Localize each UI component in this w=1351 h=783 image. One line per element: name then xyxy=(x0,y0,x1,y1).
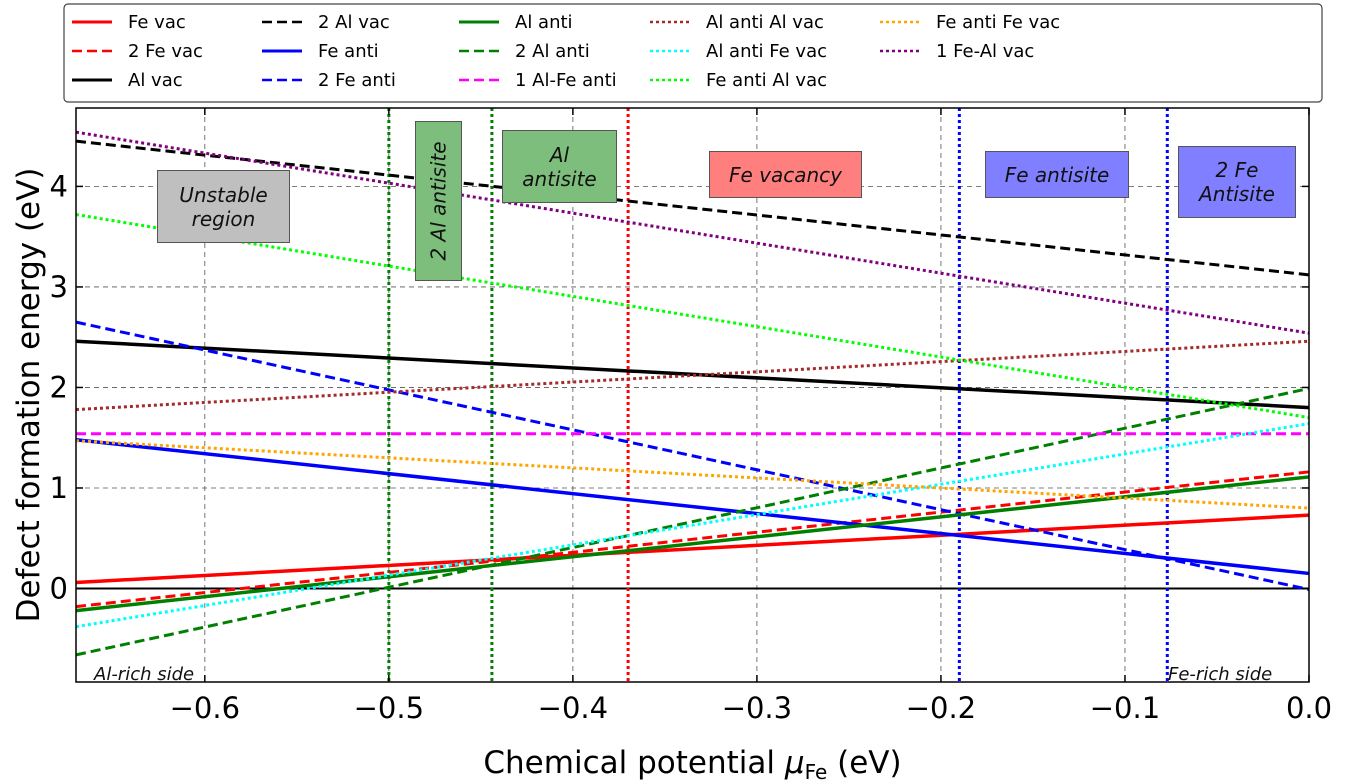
series-line-4 xyxy=(75,437,1310,576)
fe-rich-side-label: Fe-rich side xyxy=(1168,664,1273,685)
series-line-0 xyxy=(75,513,1310,585)
legend-label-12: Fe anti Fe vac xyxy=(936,12,1060,33)
series-line-7 xyxy=(75,386,1310,657)
legend-label-13: 1 Fe-Al vac xyxy=(936,41,1034,62)
series-line-10 xyxy=(75,422,1310,629)
series-line-2 xyxy=(75,339,1310,410)
legend-box xyxy=(63,3,1323,103)
x-axis-label-subscript: Fe xyxy=(805,760,828,783)
x-tick-label-5: −0.1 xyxy=(1090,691,1160,725)
series-line-12 xyxy=(75,439,1310,510)
legend-label-1: 2 Fe vac xyxy=(128,41,203,62)
legend-label-9: Al anti Al vac xyxy=(706,12,824,33)
y-axis-label: Defect formation energy (eV) xyxy=(11,168,47,623)
2-fe-antisite-annotation: 2 Fe Antisite xyxy=(1178,146,1296,218)
2-al-antisite-text: 2 Al antisite xyxy=(426,141,451,261)
plot-frame xyxy=(75,107,1310,683)
y-tick-label-4: 4 xyxy=(50,169,68,203)
series-line-11 xyxy=(75,213,1310,420)
legend-label-4: Fe anti xyxy=(318,41,379,62)
x-tick-label-1: −0.5 xyxy=(354,691,424,725)
y-tick-label-0: 0 xyxy=(50,572,68,606)
x-tick-label-6: 0.0 xyxy=(1286,691,1332,725)
2-al-antisite-annotation: 2 Al antisite xyxy=(415,121,462,281)
x-tick-label-0: −0.6 xyxy=(170,691,240,725)
legend-label-2: Al vac xyxy=(128,70,183,91)
legend-label-0: Fe vac xyxy=(128,12,186,33)
legend-label-10: Al anti Fe vac xyxy=(706,41,827,62)
series-line-1 xyxy=(75,470,1310,609)
legend-label-11: Fe anti Al vac xyxy=(706,70,827,91)
al-rich-side-label: Al-rich side xyxy=(94,664,195,685)
legend-label-3: 2 Al vac xyxy=(318,12,390,33)
x-tick-label-2: −0.4 xyxy=(538,691,608,725)
x-tick-label-4: −0.2 xyxy=(906,691,976,725)
series-line-5 xyxy=(75,320,1310,591)
legend: Fe vac 2 Fe vac Al vac 2 Al vac Fe anti 2 Fe … xyxy=(72,12,1060,91)
x-axis-label: Chemical potential μFe (eV) xyxy=(483,745,901,783)
axis-ticks: −0.6 −0.5 −0.4 −0.3 −0.2 −0.1 0.0 0 1 2 3 4 xyxy=(50,108,1332,725)
x-axis-label-unit: (eV) xyxy=(827,745,901,781)
al-antisite-annotation: Al antisite xyxy=(502,130,617,203)
x-axis-label-text: Chemical potential xyxy=(483,745,784,781)
unstable-region-annotation: Unstable region xyxy=(157,170,290,243)
legend-label-5: 2 Fe anti xyxy=(318,70,396,91)
series-line-6 xyxy=(75,475,1310,613)
y-tick-label-3: 3 xyxy=(50,270,68,304)
y-tick-label-2: 2 xyxy=(50,370,68,404)
y-tick-label-1: 1 xyxy=(50,471,68,505)
legend-label-7: 2 Al anti xyxy=(515,41,590,62)
series-lines xyxy=(75,130,1310,657)
series-line-3 xyxy=(75,139,1310,277)
legend-label-8: 1 Al-Fe anti xyxy=(515,70,617,91)
legend-label-6: Al anti xyxy=(515,12,573,33)
x-tick-label-3: −0.3 xyxy=(722,691,792,725)
fe-vacancy-annotation: Fe vacancy xyxy=(709,151,862,198)
fe-antisite-annotation: Fe antisite xyxy=(985,151,1129,198)
series-line-9 xyxy=(75,339,1310,412)
series-line-13 xyxy=(75,130,1310,335)
x-axis-label-mu: μ xyxy=(784,745,805,781)
